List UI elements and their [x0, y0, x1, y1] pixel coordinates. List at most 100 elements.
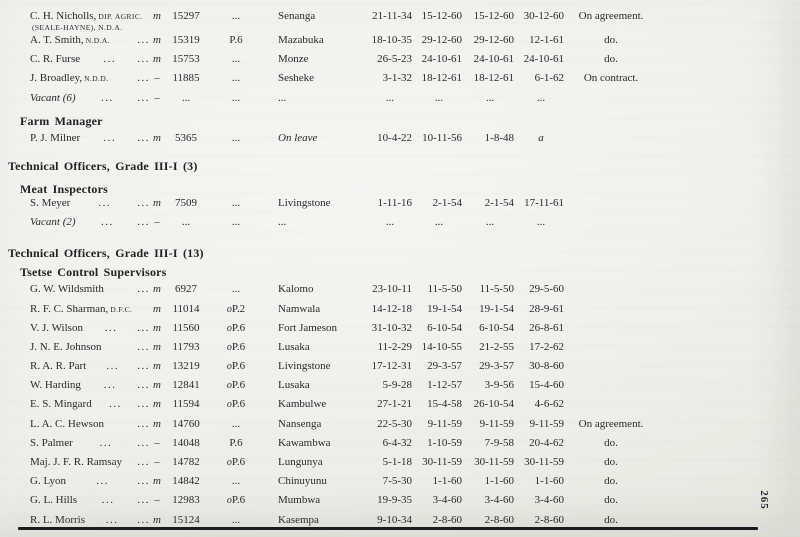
officer-name: A. T. Smith, N.D.A. [30, 34, 110, 47]
date-col-4: 28-9-61 [529, 302, 564, 315]
officer-name-line: R. L. Morris ... ... [30, 514, 150, 527]
dot-leader: ... [137, 398, 150, 411]
station: Livingstone [278, 196, 331, 209]
officer-name-line: C. R. Furse ... ... [30, 53, 150, 66]
grade-label: ... [231, 53, 241, 66]
dot-leader: ... [137, 379, 150, 392]
personal-number: 15297 [172, 10, 200, 22]
grade-note: ... [208, 283, 264, 295]
grade-footnote-marker: o [226, 457, 232, 468]
grade-note: ... [208, 475, 264, 487]
officer-name: Maj. J. F. R. Ramsay [30, 456, 124, 469]
station: ... [278, 216, 287, 229]
date-col-4: 30-11-59 [524, 456, 564, 468]
officer-name-cell: P. J. Milner ... ... [30, 132, 150, 145]
table-row: R. L. Morris ... ... m 15124 ... Kasempa… [30, 514, 800, 533]
station: Lungunya [278, 456, 323, 468]
married-status: m [153, 475, 161, 488]
remarks: On agreement. [578, 10, 644, 22]
married-status: – [154, 72, 160, 85]
grade-label: P.6 [231, 360, 246, 373]
married-status: m [153, 360, 161, 373]
date-col-2: 18-12-61 [421, 72, 462, 85]
grade-label: P.6 [231, 494, 246, 507]
date-col-4: 15-4-60 [529, 379, 564, 392]
officer-name: Vacant (6) [30, 92, 78, 105]
table-row: J. Broadley, N.D.D. ... – 11885 ... Seshe… [30, 72, 800, 91]
officer-name: Vacant (2) [30, 216, 78, 229]
table-row: S. Meyer ... ... m 7509 ... Livingstone … [30, 197, 800, 216]
officer-name: C. R. Furse [30, 53, 82, 66]
officer-name-text: C. R. Furse [30, 53, 81, 66]
station: Kalomo [278, 283, 314, 296]
date-col-2: 14-10-55 [421, 340, 462, 353]
married-status: m [153, 340, 161, 353]
date-col-4: 29-5-60 [529, 283, 564, 296]
grade-label: P.2 [231, 302, 246, 315]
officer-name-line: V. J. Wilson ... ... [30, 322, 150, 335]
grade-label: ... [231, 91, 241, 104]
table-row: G. L. Hills ... ... – 12983 oP.6 Mumbwa … [30, 494, 800, 513]
date-of-birth: 19-9-35 [377, 494, 412, 507]
date-col-2: 15-12-60 [421, 10, 462, 22]
personal-number: 12841 [172, 379, 200, 392]
grade-note: ... [208, 53, 264, 65]
rows-agricultural-officers-continued: C. H. Nicholls, DIP. AGRIC. (SEALE-HAYNE)… [0, 10, 800, 111]
officer-name-text: J. Broadley, [30, 72, 83, 85]
personal-number: 14842 [172, 475, 200, 488]
dot-leader: ... [137, 417, 150, 430]
officer-name: R. F. C. Sharman, D.F.C. [30, 303, 132, 316]
date-col-3: 9-11-59 [479, 417, 514, 430]
date-col-3: 2-8-60 [484, 513, 514, 526]
date-col-3: 29-12-60 [473, 34, 514, 46]
heading-technical-officers-grade-iii-1-3: Technical Officers, Grade III-I (3) [8, 158, 198, 173]
grade-note: oP.6 [208, 494, 264, 507]
grade-note: P.6 [208, 437, 264, 449]
dot-leader: ... [103, 131, 117, 144]
remarks: do. [604, 513, 618, 526]
station: Lusaka [278, 340, 310, 353]
dot-leader: ... [137, 216, 150, 229]
grade-note: oP.6 [208, 456, 264, 469]
married-status: – [154, 456, 160, 468]
dot-leader: ... [137, 53, 150, 66]
officer-name-cell: W. Harding ... ... [30, 379, 150, 392]
dot-leader: ... [137, 475, 150, 488]
date-col-3: ... [485, 91, 495, 104]
dot-leader: ... [103, 379, 117, 392]
officer-name: J. Broadley, N.D.D. [30, 72, 108, 85]
grade-label: ... [231, 513, 241, 526]
date-col-4: 24-10-61 [523, 53, 564, 66]
grade-note: ... [208, 72, 264, 84]
married-status: m [153, 417, 161, 430]
grade-label: ... [231, 216, 241, 229]
dot-leader: ... [101, 494, 115, 507]
officer-name: L. A. C. Hewson [30, 418, 106, 431]
table-row: G. Lyon ... ... m 14842 ... Chinuyunu 7-… [30, 475, 800, 494]
station: Fort Jameson [278, 321, 337, 334]
officer-name-line: G. Lyon ... ... [30, 475, 150, 488]
grade-footnote-marker: o [226, 495, 232, 507]
dot-leader: ... [109, 398, 122, 411]
date-col-4: 20-4-62 [529, 436, 564, 449]
married-status: – [154, 91, 160, 104]
date-col-4: a [538, 131, 544, 144]
officer-name-text: R. A. R. Part [30, 360, 87, 373]
heading-technical-officers-grade-iii-1-13: Technical Officers, Grade III-I (13) [8, 246, 204, 261]
married-status: m [153, 302, 161, 315]
officer-name-line: A. T. Smith, N.D.A. ... [30, 34, 150, 47]
officer-name-text: R. L. Morris [30, 513, 85, 526]
date-of-birth: 27-1-21 [377, 398, 412, 411]
grade-label: P.6 [231, 340, 246, 353]
date-of-birth: 6-4-32 [382, 436, 412, 449]
date-col-2: 2-8-60 [432, 513, 462, 526]
date-col-2: 11-5-50 [427, 283, 462, 296]
subheading-meat-inspectors: Meat Inspectors [20, 181, 108, 196]
married-status: m [153, 196, 161, 209]
officer-name-text: P. J. Milner [30, 131, 81, 144]
remarks: do. [604, 494, 618, 507]
table-row: J. N. E. Johnson ... m 11793 oP.6 Lusaka… [30, 341, 800, 360]
grade-label: P.6 [231, 379, 246, 392]
date-col-3: 3-4-60 [484, 494, 514, 507]
officer-name-cell: Maj. J. F. R. Ramsay ... [30, 456, 150, 469]
